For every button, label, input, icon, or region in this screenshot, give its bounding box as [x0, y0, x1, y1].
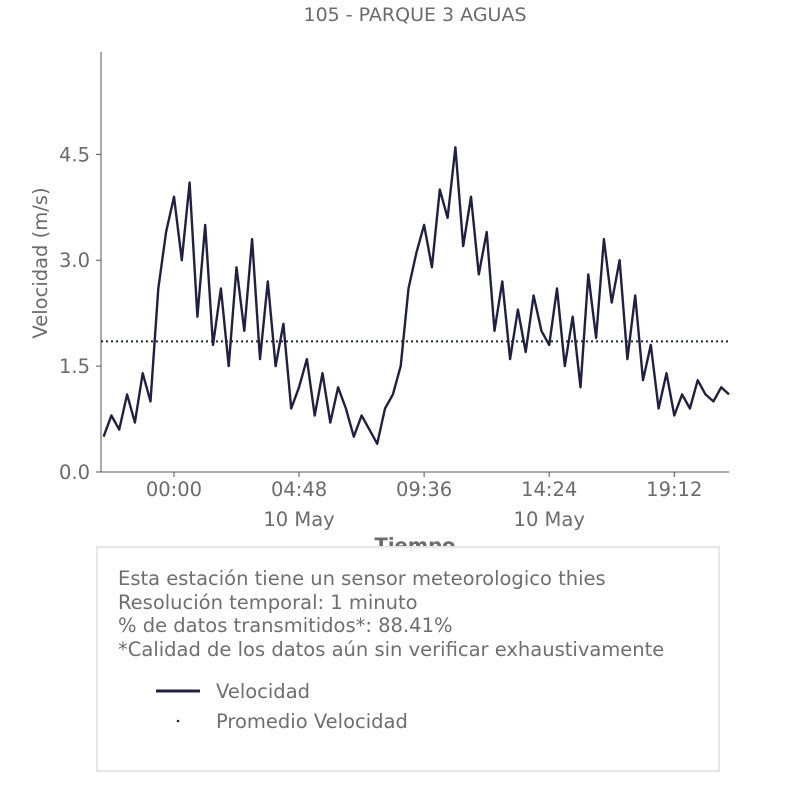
legend-dot-swatch	[176, 719, 180, 723]
chart-title: 105 - PARQUE 3 AGUAS	[303, 4, 526, 26]
chart-axes	[100, 52, 729, 473]
x-tick-label: 04:48	[271, 478, 327, 501]
x-tick-label: 14:24	[521, 478, 577, 501]
x-tick-label: 00:00	[146, 478, 202, 501]
series-layer	[101, 146, 730, 445]
info-box: Esta estación tiene un sensor meteorolog…	[96, 546, 720, 772]
legend-velocidad-label: Velocidad	[216, 680, 311, 703]
info-quality-note: *Calidad de los datos aún sin verificar …	[118, 637, 665, 661]
x-date-label: 10 May	[514, 508, 585, 531]
info-resolution: Resolución temporal: 1 minuto	[118, 590, 418, 614]
y-tick-label: 3.0	[59, 249, 90, 272]
y-tick-label: 4.5	[59, 143, 90, 166]
legend-promedio-label: Promedio Velocidad	[216, 710, 408, 733]
info-sensor: Esta estación tiene un sensor meteorolog…	[118, 567, 606, 590]
y-tick-label: 1.5	[59, 355, 90, 378]
legend-line-swatch	[156, 689, 200, 693]
y-tick-label: 0.0	[59, 461, 90, 484]
chart-ticks: 0.0 1.5 3.0 4.5 00:00 04:48 09:36 14:24 19:12 10 …	[59, 143, 702, 531]
info-text: Esta estación tiene un sensor meteorolog…	[118, 567, 664, 661]
info-transmitted: % de datos transmitidos*: 88.41%	[118, 614, 453, 637]
y-axis-label: Velocidad (m/s)	[29, 187, 52, 338]
x-tick-label: 19:12	[646, 478, 702, 501]
x-tick-label: 09:36	[396, 478, 452, 501]
x-date-label: 10 May	[263, 508, 334, 531]
series-velocidad-line	[102, 146, 730, 445]
